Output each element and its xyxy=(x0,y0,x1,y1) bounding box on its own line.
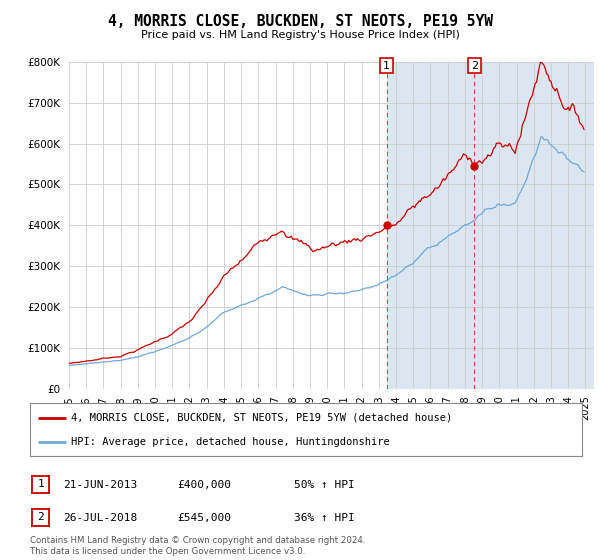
Text: 36% ↑ HPI: 36% ↑ HPI xyxy=(294,513,355,523)
Text: 4, MORRIS CLOSE, BUCKDEN, ST NEOTS, PE19 5YW: 4, MORRIS CLOSE, BUCKDEN, ST NEOTS, PE19… xyxy=(107,14,493,29)
Bar xyxy=(474,62,594,389)
Text: 2: 2 xyxy=(470,60,478,71)
Text: 1: 1 xyxy=(37,479,44,489)
Text: Price paid vs. HM Land Registry's House Price Index (HPI): Price paid vs. HM Land Registry's House … xyxy=(140,30,460,40)
Bar xyxy=(387,62,474,389)
Text: 26-JUL-2018: 26-JUL-2018 xyxy=(63,513,137,523)
Text: 50% ↑ HPI: 50% ↑ HPI xyxy=(294,480,355,490)
Text: 4, MORRIS CLOSE, BUCKDEN, ST NEOTS, PE19 5YW (detached house): 4, MORRIS CLOSE, BUCKDEN, ST NEOTS, PE19… xyxy=(71,413,452,423)
Text: 21-JUN-2013: 21-JUN-2013 xyxy=(63,480,137,490)
Text: 1: 1 xyxy=(383,60,390,71)
Text: Contains HM Land Registry data © Crown copyright and database right 2024.
This d: Contains HM Land Registry data © Crown c… xyxy=(30,536,365,556)
Text: HPI: Average price, detached house, Huntingdonshire: HPI: Average price, detached house, Hunt… xyxy=(71,437,390,447)
Text: 2: 2 xyxy=(37,512,44,522)
Text: £545,000: £545,000 xyxy=(177,513,231,523)
Text: £400,000: £400,000 xyxy=(177,480,231,490)
